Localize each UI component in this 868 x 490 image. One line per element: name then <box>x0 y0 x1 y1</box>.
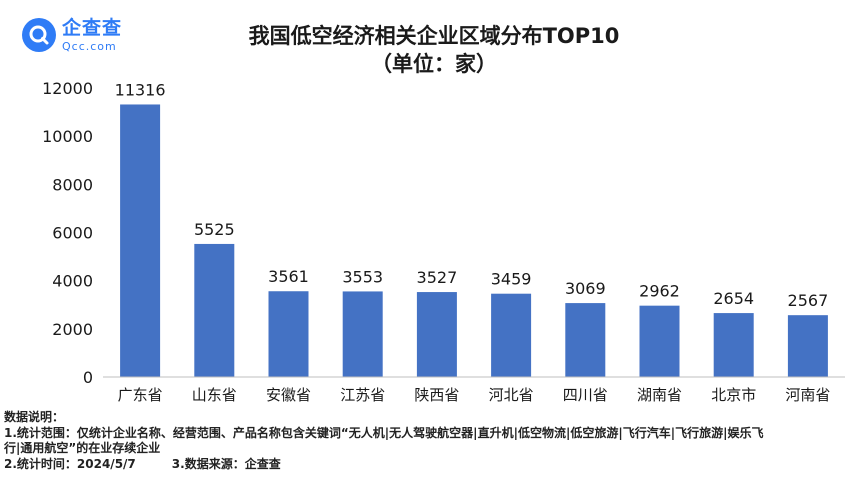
x-tick-label: 湖南省 <box>637 386 682 404</box>
y-axis: 0 2000 4000 6000 8000 10000 12000 <box>42 79 93 387</box>
data-notes: 数据说明： 1.统计范围：仅统计企业名称、经营范围、产品名称包含关键词“无人机|… <box>4 410 864 472</box>
x-tick-label: 安徽省 <box>266 386 311 404</box>
data-label: 3527 <box>417 268 458 287</box>
notes-heading: 数据说明： <box>4 410 65 424</box>
data-label: 3561 <box>268 267 309 286</box>
y-tick-label: 10000 <box>42 127 93 146</box>
x-tick-label: 山东省 <box>192 386 237 404</box>
data-label: 2962 <box>639 282 680 301</box>
bar <box>565 303 606 377</box>
brand-name-en: Qcc.com <box>62 39 117 53</box>
x-tick-label: 河北省 <box>489 386 534 404</box>
x-tick-label: 江苏省 <box>340 386 385 404</box>
brand-name-cn: 企查查 <box>62 16 123 39</box>
x-tick-label: 四川省 <box>563 386 608 404</box>
x-tick-label: 陕西省 <box>414 386 459 404</box>
x-tick-label: 河南省 <box>785 386 830 404</box>
data-label: 3553 <box>342 267 383 286</box>
data-label: 2567 <box>788 291 829 310</box>
notes-scope: 1.统计范围：仅统计企业名称、经营范围、产品名称包含关键词“无人机|无人驾驶航空… <box>4 425 764 440</box>
bar <box>713 313 754 377</box>
x-axis: 广东省 山东省 安徽省 江苏省 陕西省 河北省 四川省 湖南省 北京市 河南省 <box>103 376 845 404</box>
notes-time: 2.统计时间：2024/5/7 <box>4 456 136 471</box>
bar <box>491 293 532 377</box>
chart-subtitle: （单位：家） <box>371 52 497 76</box>
y-tick-label: 8000 <box>52 175 93 194</box>
bar-chart: 0 2000 4000 6000 8000 10000 12000 11316 5525 356… <box>42 79 845 404</box>
data-label: 11316 <box>115 80 166 99</box>
y-tick-label: 2000 <box>52 320 93 339</box>
bar <box>787 315 828 377</box>
x-tick-label: 北京市 <box>711 386 756 404</box>
notes-scope-continued: 行|通用航空”的在业存续企业 <box>4 441 161 455</box>
logo-q-icon <box>22 18 56 52</box>
data-label: 2654 <box>713 289 754 308</box>
bar <box>120 104 161 378</box>
bar <box>268 291 309 377</box>
notes-source: 3.数据来源：企查查 <box>171 456 281 471</box>
bar <box>639 305 680 377</box>
x-tick-label: 广东省 <box>118 386 163 404</box>
chart-title-block: 我国低空经济相关企业区域分布TOP10 （单位：家） <box>0 22 868 78</box>
data-label: 3069 <box>565 279 606 298</box>
y-tick-label: 0 <box>83 368 93 387</box>
data-label: 3459 <box>491 270 532 289</box>
bar <box>342 291 383 377</box>
bar <box>194 243 235 377</box>
bar <box>416 292 457 377</box>
y-tick-label: 6000 <box>52 224 93 243</box>
y-tick-label: 4000 <box>52 272 93 291</box>
chart-title: 我国低空经济相关企业区域分布TOP10 <box>248 24 620 48</box>
data-label: 5525 <box>194 220 235 239</box>
y-tick-label: 12000 <box>42 79 93 98</box>
bars: 11316 5525 3561 3553 3527 3459 3069 2962 2654 256… <box>115 80 829 378</box>
brand-logo: 企查查 Qcc.com <box>22 18 122 52</box>
